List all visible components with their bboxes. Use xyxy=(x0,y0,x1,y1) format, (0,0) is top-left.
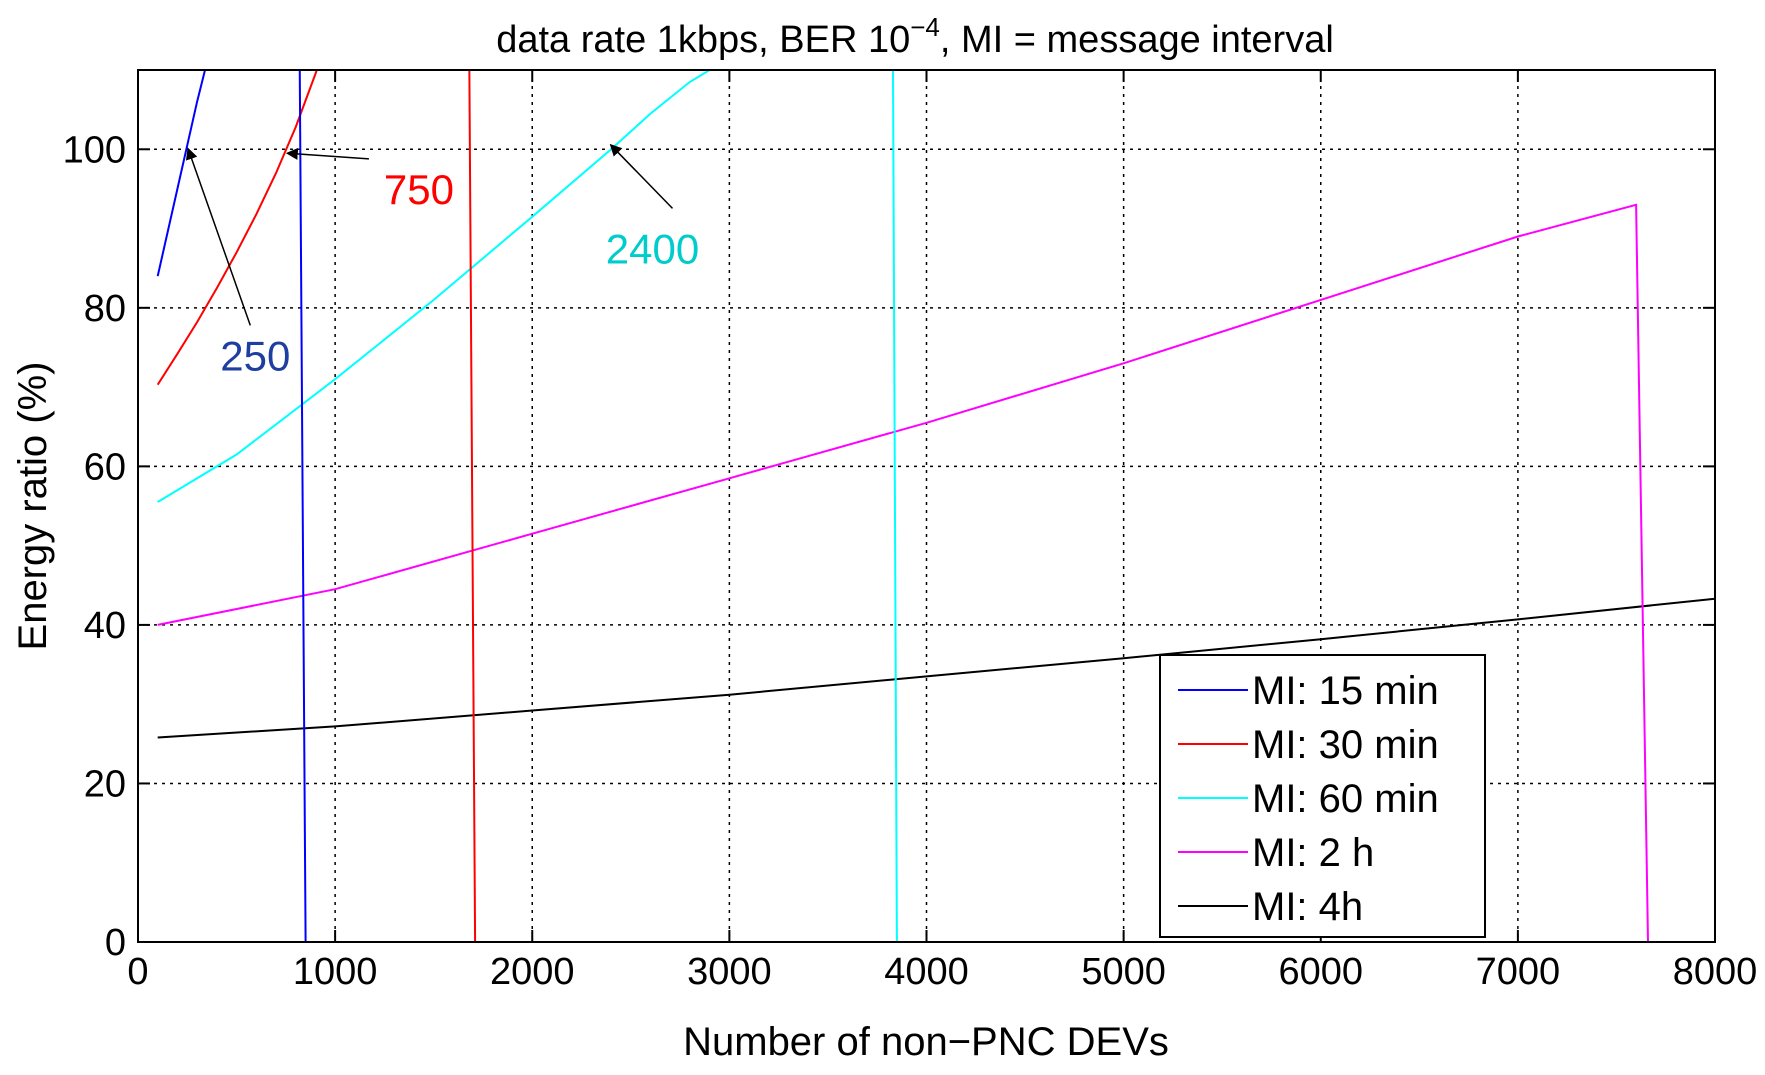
x-tick-label: 6000 xyxy=(1278,951,1363,993)
y-tick-label: 60 xyxy=(84,446,126,488)
legend-entry: MI: 60 min xyxy=(1252,777,1439,821)
axis-ticks: 0 1000 2000 3000 4000 5000 6000 7000 8000 0 20 40 60… xyxy=(63,70,1758,993)
legend-entry: MI: 30 min xyxy=(1252,723,1439,767)
y-tick-label: 100 xyxy=(63,129,126,171)
chart-title-exponent: −4 xyxy=(910,12,940,42)
annotation-label: 2400 xyxy=(606,225,699,272)
legend-entry: MI: 4h xyxy=(1252,885,1363,929)
legend-box xyxy=(1159,654,1486,938)
x-tick-label: 7000 xyxy=(1476,951,1561,993)
chart-title-suffix: , MI = message interval xyxy=(940,19,1334,61)
x-axis-label: Number of non−PNC DEVs xyxy=(683,1020,1169,1064)
legend-entry: MI: 15 min xyxy=(1252,669,1439,713)
x-tick-label: 8000 xyxy=(1673,951,1758,993)
y-tick-label: 20 xyxy=(84,763,126,805)
y-axis-label: Energy ratio (%) xyxy=(11,362,55,651)
annotations: 250 750 2400 xyxy=(185,143,699,379)
annotation-arrow xyxy=(285,147,369,160)
x-tick-label: 0 xyxy=(127,951,148,993)
chart-title-main: data rate 1kbps, BER 10 xyxy=(496,19,910,61)
y-tick-label: 0 xyxy=(105,922,126,964)
annotation-arrow xyxy=(185,147,251,326)
series-line-1 xyxy=(156,70,1715,942)
chart-title: data rate 1kbps, BER 10−4, MI = message … xyxy=(496,12,1334,61)
series-line-0 xyxy=(156,70,1715,942)
series-line-3 xyxy=(157,203,1715,942)
y-tick-label: 40 xyxy=(84,605,126,647)
annotation-label: 750 xyxy=(384,166,454,213)
y-tick-label: 80 xyxy=(84,288,126,330)
series-line-4 xyxy=(157,597,1715,739)
legend-entry: MI: 2 h xyxy=(1252,831,1374,875)
x-tick-label: 2000 xyxy=(490,951,575,993)
x-tick-label: 3000 xyxy=(687,951,772,993)
x-tick-label: 4000 xyxy=(884,951,969,993)
x-tick-label: 5000 xyxy=(1081,951,1166,993)
series-lines xyxy=(156,70,1715,942)
annotation-label: 250 xyxy=(220,332,290,379)
series-line-2 xyxy=(157,70,1715,942)
x-tick-label: 1000 xyxy=(293,951,378,993)
legend: MI: 15 min MI: 30 min MI: 60 min MI: 2 h MI:… xyxy=(1159,654,1486,938)
annotation-arrow xyxy=(609,143,674,209)
